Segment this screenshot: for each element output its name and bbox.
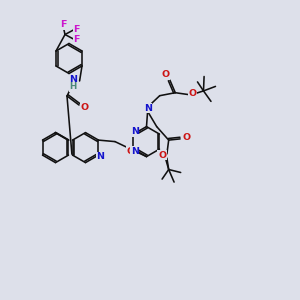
Text: N: N <box>69 75 77 84</box>
Text: O: O <box>127 147 135 156</box>
Text: N: N <box>144 104 152 113</box>
Text: O: O <box>189 89 197 98</box>
Text: H: H <box>69 82 76 91</box>
Text: O: O <box>81 103 89 112</box>
Text: N: N <box>96 152 104 161</box>
Text: F: F <box>73 25 80 34</box>
Text: N: N <box>131 147 139 156</box>
Text: F: F <box>73 35 80 44</box>
Text: N: N <box>131 127 139 136</box>
Text: O: O <box>158 151 166 160</box>
Text: O: O <box>182 134 190 142</box>
Text: F: F <box>60 20 67 29</box>
Text: O: O <box>161 70 169 79</box>
